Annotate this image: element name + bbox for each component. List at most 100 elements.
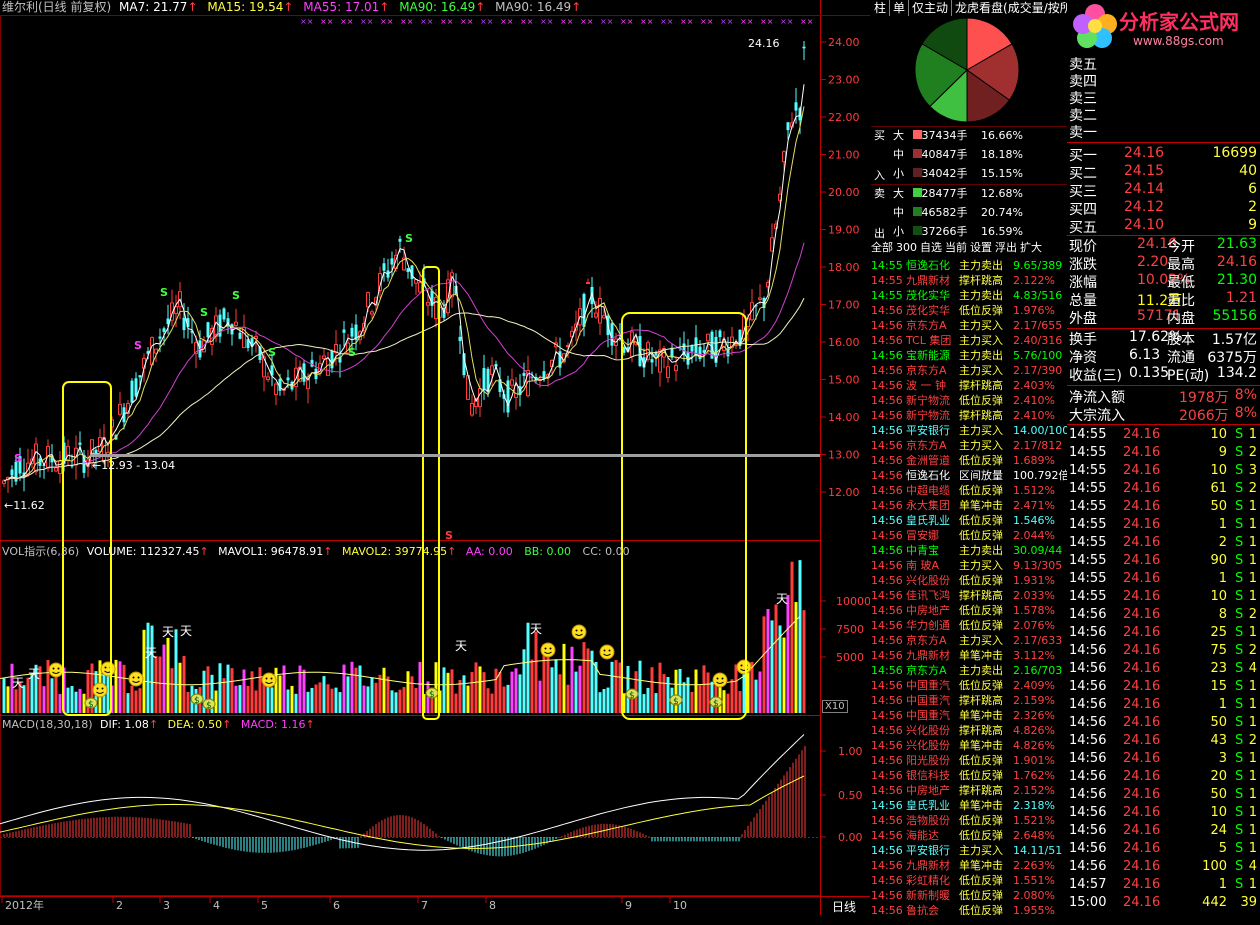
radar-row[interactable]: 14:56 中国重汽 单笔冲击 2.326% (871, 708, 1067, 723)
radar-row[interactable]: 14:56 平安银行 主力买入 14.00/100 (871, 423, 1067, 438)
candle (222, 307, 226, 322)
radar-row[interactable]: 14:56 京东方A 主力卖出 2.16/703 (871, 663, 1067, 678)
radar-row[interactable]: 14:56 皇氏乳业 单笔冲击 2.318% (871, 798, 1067, 813)
radar-row[interactable]: 14:56 银信科技 低位反弹 1.762% (871, 768, 1067, 783)
radar-row[interactable]: 14:56 鲁抗会 低位反弹 1.955% (871, 903, 1067, 915)
radar-row[interactable]: 14:56 京东方A 主力买入 2.17/390 (871, 363, 1067, 378)
radar-row[interactable]: 14:56 宝新能源 主力卖出 5.76/100 (871, 348, 1067, 363)
radar-tab[interactable]: 设置 (970, 241, 992, 254)
quote-label: 总量 (1069, 293, 1097, 309)
radar-row[interactable]: 14:56 海能达 低位反弹 2.648% (871, 828, 1067, 843)
radar-stock: 中房地产 (906, 784, 950, 797)
volume-bar (514, 668, 518, 713)
radar-row[interactable]: 14:56 京东方A 主力买入 2.17/633 (871, 633, 1067, 648)
radar-row[interactable]: 14:56 TCL 集团 主力买入 2.40/316 (871, 333, 1067, 348)
radar-row[interactable]: 14:56 浩物股份 低位反弹 1.521% (871, 813, 1067, 828)
volume-bar (254, 690, 258, 713)
signal-s-marker: S (160, 286, 168, 299)
radar-action: 主力卖出 (959, 349, 1003, 362)
radar-row[interactable]: 14:56 中国重汽 撑杆跳高 2.159% (871, 693, 1067, 708)
radar-row[interactable]: 14:56 金洲管道 低位反弹 1.689% (871, 453, 1067, 468)
kline-chart[interactable]: 24.0023.0022.0021.0020.0019.0018.0017.00… (0, 0, 870, 915)
tab-active-only[interactable]: 仅主动 (909, 0, 953, 16)
tab-single[interactable]: 单 (890, 0, 910, 16)
tick-time: 14:55 (1069, 463, 1107, 478)
volume-bar (666, 677, 670, 713)
signal-s-marker: S (348, 346, 356, 359)
radar-row[interactable]: 14:55 恒逸石化 主力卖出 9.65/389 (871, 258, 1067, 273)
candle (34, 437, 38, 476)
svg-text:$: $ (673, 697, 679, 707)
radar-row[interactable]: 14:56 冒安娜 低位反弹 2.044% (871, 528, 1067, 543)
radar-row[interactable]: 14:56 新新制暖 低位反弹 2.080% (871, 888, 1067, 903)
radar-value: 2.409% (1013, 679, 1055, 692)
volume-bar (710, 681, 714, 713)
pie-pct: 20.74% (981, 206, 1023, 219)
quote-label: 现价 (1069, 239, 1097, 255)
candle (582, 292, 586, 337)
radar-row[interactable]: 14:56 平安银行 主力买入 14.11/51 (871, 843, 1067, 858)
radar-row[interactable]: 14:56 中房地产 撑杆跳高 2.152% (871, 783, 1067, 798)
tick-vol: 1 (1218, 571, 1227, 586)
radar-tab[interactable]: 扩大 (1020, 241, 1042, 254)
radar-time: 14:56 (871, 364, 903, 377)
volume-bar (746, 662, 750, 713)
radar-row[interactable]: 14:56 新宁物流 低位反弹 2.410% (871, 393, 1067, 408)
buy-level-label: 买三 (1069, 184, 1097, 200)
tick-row: 14:56 24.16 8 S 2 (1069, 607, 1259, 625)
volume-bar (522, 649, 526, 713)
flow-label: 大宗流入 (1069, 408, 1125, 424)
radar-row[interactable]: 14:56 皇氏乳业 低位反弹 1.546% (871, 513, 1067, 528)
radar-row[interactable]: 14:56 恒逸石化 区间放量 100.792倍 (871, 468, 1067, 483)
tick-time: 14:56 (1069, 661, 1107, 676)
radar-action: 低位反弹 (959, 889, 1003, 902)
radar-row[interactable]: 14:56 彩虹精化 低位反弹 1.551% (871, 873, 1067, 888)
radar-row[interactable]: 14:56 中国重汽 低位反弹 2.409% (871, 678, 1067, 693)
candlesticks (2, 40, 806, 493)
highlight-box (62, 381, 112, 716)
tick-row: 14:55 24.16 10 S 1 (1069, 589, 1259, 607)
radar-tab[interactable]: 全部 (871, 241, 893, 254)
volume-bar (730, 679, 734, 713)
radar-row[interactable]: 14:56 新宁物流 撑杆跳高 2.410% (871, 408, 1067, 423)
candle (598, 286, 602, 335)
radar-row[interactable]: 14:56 兴化股份 低位反弹 1.931% (871, 573, 1067, 588)
radar-value: 100.792倍 (1013, 469, 1067, 482)
radar-row[interactable]: 14:56 中超电缆 低位反弹 1.512% (871, 483, 1067, 498)
tab-dragon-tiger[interactable]: 龙虎看盘(成交量/按所 (955, 1, 1072, 15)
top-marker: ×× (640, 17, 653, 26)
radar-row[interactable]: 14:56 茂化实华 低位反弹 1.976% (871, 303, 1067, 318)
radar-action: 主力卖出 (959, 289, 1003, 302)
radar-tab[interactable]: 浮出 (995, 241, 1017, 254)
radar-tab[interactable]: 自选 (920, 241, 942, 254)
radar-row[interactable]: 14:56 京东方A 主力买入 2.17/812 (871, 438, 1067, 453)
radar-row[interactable]: 14:56 京东方A 主力买入 2.17/655 (871, 318, 1067, 333)
volume-bar (474, 662, 478, 713)
radar-action: 低位反弹 (959, 619, 1003, 632)
radar-row[interactable]: 14:56 兴化股份 撑杆跳高 4.826% (871, 723, 1067, 738)
radar-row[interactable]: 14:55 茂化实华 主力卖出 4.83/516 (871, 288, 1067, 303)
tab-column[interactable]: 柱 (871, 0, 891, 16)
radar-row[interactable]: 14:56 阳光股份 低位反弹 1.901% (871, 753, 1067, 768)
radar-value: 2.17/633 (1013, 634, 1063, 647)
quote-row: 涨幅 10.02% 最低 21.30 (1069, 272, 1259, 291)
radar-tab[interactable]: 300 (896, 241, 917, 254)
dea-line (0, 775, 805, 849)
radar-row[interactable]: 14:56 兴化股份 单笔冲击 4.826% (871, 738, 1067, 753)
tick-vol: 43 (1210, 733, 1227, 748)
radar-tab[interactable]: 当前 (945, 241, 967, 254)
period-label[interactable]: 日线 (832, 900, 857, 914)
radar-row[interactable]: 14:56 九鼎新材 单笔冲击 3.112% (871, 648, 1067, 663)
radar-row[interactable]: 14:56 中房地产 低位反弹 1.578% (871, 603, 1067, 618)
radar-row[interactable]: 14:56 九鼎新材 单笔冲击 2.263% (871, 858, 1067, 873)
radar-row[interactable]: 14:56 永大集团 单笔冲击 2.471% (871, 498, 1067, 513)
radar-row[interactable]: 14:56 中青宝 主力卖出 30.09/44 (871, 543, 1067, 558)
radar-row[interactable]: 14:56 波 一 钟撑杆跳高 2.403% (871, 378, 1067, 393)
radar-row[interactable]: 14:55 九鼎新材 撑杆跳高 2.122% (871, 273, 1067, 288)
volume-bar (490, 693, 494, 713)
pie-row: 大 37434手 16.66% (893, 127, 1023, 145)
radar-row[interactable]: 14:56 佳讯飞鸿 撑杆跳高 2.033% (871, 588, 1067, 603)
tick-row: 14:56 24.16 1 S 1 (1069, 697, 1259, 715)
radar-row[interactable]: 14:56 华力创通 低位反弹 2.076% (871, 618, 1067, 633)
radar-row[interactable]: 14:56 南 玻A 主力买入 9.13/305 (871, 558, 1067, 573)
